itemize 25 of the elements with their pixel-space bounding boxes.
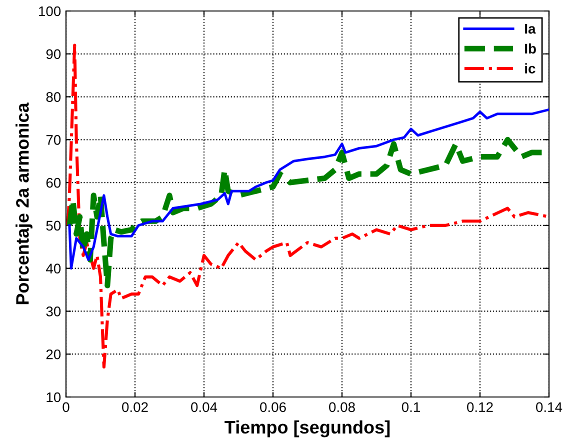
y-tick-label: 90 [46, 49, 61, 60]
x-tick-label: 0.02 [122, 402, 148, 412]
y-axis-title: Porcentaje 2a armonica [16, 102, 32, 304]
y-tick-label: 10 [46, 392, 61, 402]
x-tick-label: 0 [62, 402, 70, 412]
x-tick-label: 0.04 [191, 402, 218, 412]
legend-label: ic [525, 63, 536, 74]
x-tick-label: 0.14 [536, 402, 562, 412]
x-tick-label: 0.12 [467, 402, 493, 412]
y-tick-label: 80 [46, 92, 61, 102]
y-tick-label: 70 [46, 135, 61, 145]
y-tick-label: 40 [46, 264, 61, 274]
legend-label: Ia [525, 24, 536, 34]
x-tick-label: 0.06 [260, 402, 286, 412]
y-tick-label: 30 [46, 306, 61, 316]
x-axis-title: Tiempo [segundos] [224, 420, 390, 438]
y-tick-label: 50 [46, 220, 61, 231]
legend-label: Ib [525, 43, 536, 54]
x-tick-label: 0.08 [329, 402, 355, 412]
y-tick-label: 100 [39, 6, 61, 16]
y-tick-label: 20 [46, 349, 61, 360]
y-tick-label: 60 [46, 178, 61, 188]
x-tick-label: 0.1 [402, 402, 420, 412]
line-series [66, 44, 549, 369]
line-series [68, 108, 549, 270]
